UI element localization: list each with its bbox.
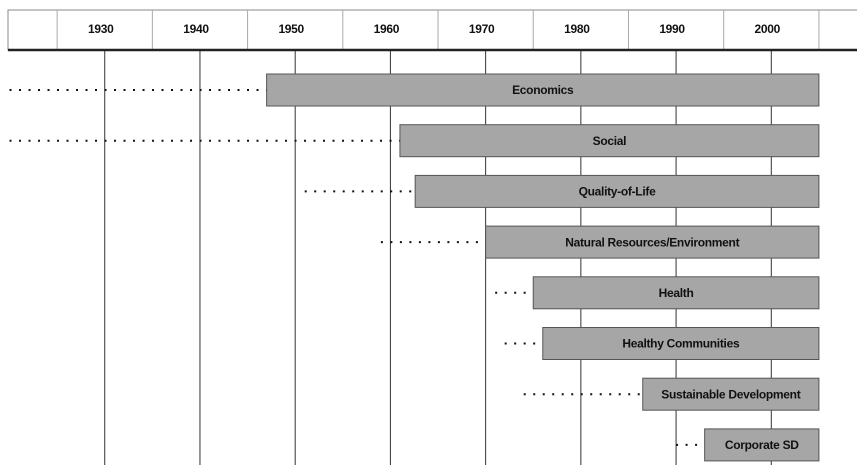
bar-label: Natural Resources/Environment [565,235,739,249]
x-tick-label: 2000 [755,22,781,36]
x-tick-label: 1960 [374,22,400,36]
bar [532,276,820,310]
bar [542,327,820,360]
bar [399,124,820,158]
x-tick-label: 1950 [278,22,304,36]
bar [485,225,820,259]
bar-label: Corporate SD [725,438,799,452]
x-tick-label: 1980 [564,22,590,36]
x-tick-label: 1940 [183,22,209,36]
bar [266,73,820,107]
x-tick-label: 1930 [88,22,114,36]
bar [414,174,820,208]
x-tick-label: 1970 [469,22,495,36]
bar-label: Quality-of-Life [579,185,656,199]
header [7,9,857,51]
x-tick-label: 1990 [659,22,685,36]
bar-label: Sustainable Development [661,387,800,401]
bar-label: Economics [512,83,574,97]
bar-label: Healthy Communities [622,337,740,351]
bar [642,377,820,411]
bar-label: Social [593,134,627,148]
bar [704,428,820,462]
bar-label: Health [659,286,694,300]
